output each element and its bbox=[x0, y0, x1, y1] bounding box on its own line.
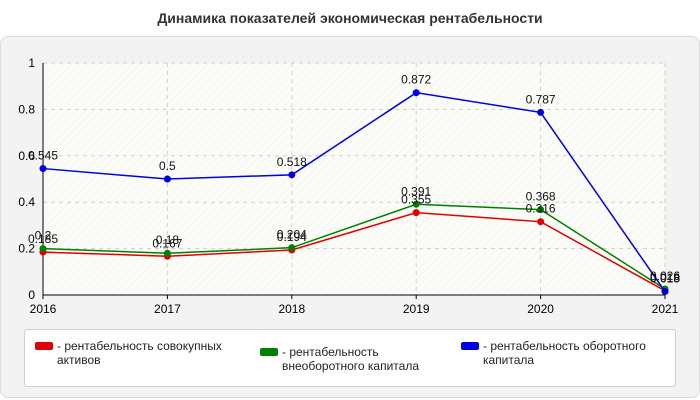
data-label-0: 0.167 bbox=[152, 236, 182, 250]
data-point-2 bbox=[661, 288, 669, 296]
y-tick-label: 0.8 bbox=[18, 102, 35, 116]
data-point-1 bbox=[412, 200, 420, 208]
data-label-1: 0.2 bbox=[35, 229, 52, 243]
series-line-0 bbox=[42, 211, 666, 292]
data-label-0: 0.316 bbox=[526, 202, 556, 216]
legend: - рентабельность совокупных активов - ре… bbox=[24, 329, 676, 387]
data-point-2 bbox=[288, 171, 296, 179]
data-label-2: 0.518 bbox=[277, 155, 307, 169]
legend-label: - рентабельность внеоборотного капитала bbox=[282, 345, 419, 373]
data-label-0: 0.194 bbox=[277, 230, 307, 244]
data-label-2: 0.015 bbox=[650, 272, 680, 286]
x-tick-label: 2021 bbox=[652, 302, 679, 316]
data-point-2 bbox=[163, 175, 171, 183]
data-point-2 bbox=[412, 89, 420, 97]
x-tick-label: 2016 bbox=[30, 302, 57, 316]
legend-swatch-green bbox=[260, 348, 278, 356]
x-tick-label: 2020 bbox=[527, 302, 554, 316]
data-label-1: 0.18 bbox=[156, 233, 180, 247]
data-label-1: 0.368 bbox=[526, 190, 556, 204]
data-label-0: 0.018 bbox=[650, 271, 680, 285]
y-tick-label: 0.2 bbox=[18, 242, 35, 256]
data-point-2 bbox=[537, 108, 545, 116]
data-point-1 bbox=[163, 249, 171, 257]
data-point-1 bbox=[537, 206, 545, 214]
x-tick-label: 2017 bbox=[154, 302, 181, 316]
series-line-1 bbox=[42, 203, 666, 290]
x-tick-label: 2018 bbox=[278, 302, 305, 316]
legend-label: - рентабельность совокупных активов bbox=[57, 339, 222, 367]
data-label-1: 0.026 bbox=[650, 269, 680, 283]
data-labels: 0.185 0.167 0.194 0.355 0.316 0.018 0.2 0.18 0.2… bbox=[28, 73, 680, 286]
data-label-2: 0.787 bbox=[526, 92, 556, 106]
data-label-1: 0.391 bbox=[401, 184, 431, 198]
axes: 0 0.2 0.4 0.6 0.8 1 2016 2017 2018 2019 2020 2021 bbox=[18, 56, 678, 316]
legend-swatch-red bbox=[35, 342, 53, 350]
data-label-2: 0.5 bbox=[159, 159, 176, 173]
y-tick-label: 1 bbox=[28, 56, 35, 70]
y-tick-label: 0 bbox=[28, 288, 35, 302]
data-point-0 bbox=[412, 209, 420, 217]
plot-area bbox=[43, 63, 665, 295]
series-line-2 bbox=[42, 91, 666, 292]
y-tick-label: 0.4 bbox=[18, 195, 35, 209]
y-tick-label: 0.6 bbox=[18, 149, 35, 163]
data-label-0: 0.185 bbox=[28, 232, 58, 246]
data-label-1: 0.204 bbox=[277, 228, 307, 242]
x-tick-label: 2019 bbox=[403, 302, 430, 316]
chart-title: Динамика показателей экономическая рента… bbox=[157, 10, 543, 26]
data-point-2 bbox=[39, 165, 47, 173]
legend-label: - рентабельность оборотного капитала bbox=[483, 339, 646, 367]
data-point-0 bbox=[537, 218, 545, 226]
data-label-0: 0.355 bbox=[401, 193, 431, 207]
series-group bbox=[39, 89, 669, 296]
data-label-2: 0.872 bbox=[401, 73, 431, 87]
data-point-1 bbox=[39, 245, 47, 253]
data-point-1 bbox=[288, 244, 296, 252]
data-label-2: 0.545 bbox=[28, 149, 58, 163]
legend-swatch-blue bbox=[461, 342, 479, 350]
